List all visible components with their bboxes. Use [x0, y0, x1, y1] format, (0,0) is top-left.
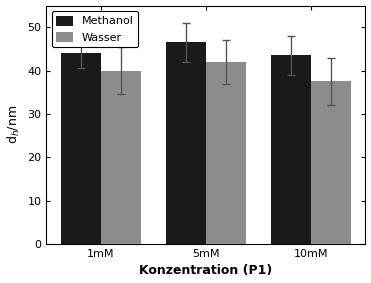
Bar: [206, 62, 246, 244]
Bar: [166, 42, 206, 244]
Bar: [271, 55, 311, 244]
Legend: Methanol, Wasser: Methanol, Wasser: [52, 11, 138, 47]
Bar: [311, 82, 351, 244]
Bar: [101, 70, 141, 244]
Y-axis label: d$_h$/nm: d$_h$/nm: [6, 105, 22, 144]
Bar: [61, 53, 101, 244]
X-axis label: Konzentration (P1): Konzentration (P1): [139, 264, 272, 277]
